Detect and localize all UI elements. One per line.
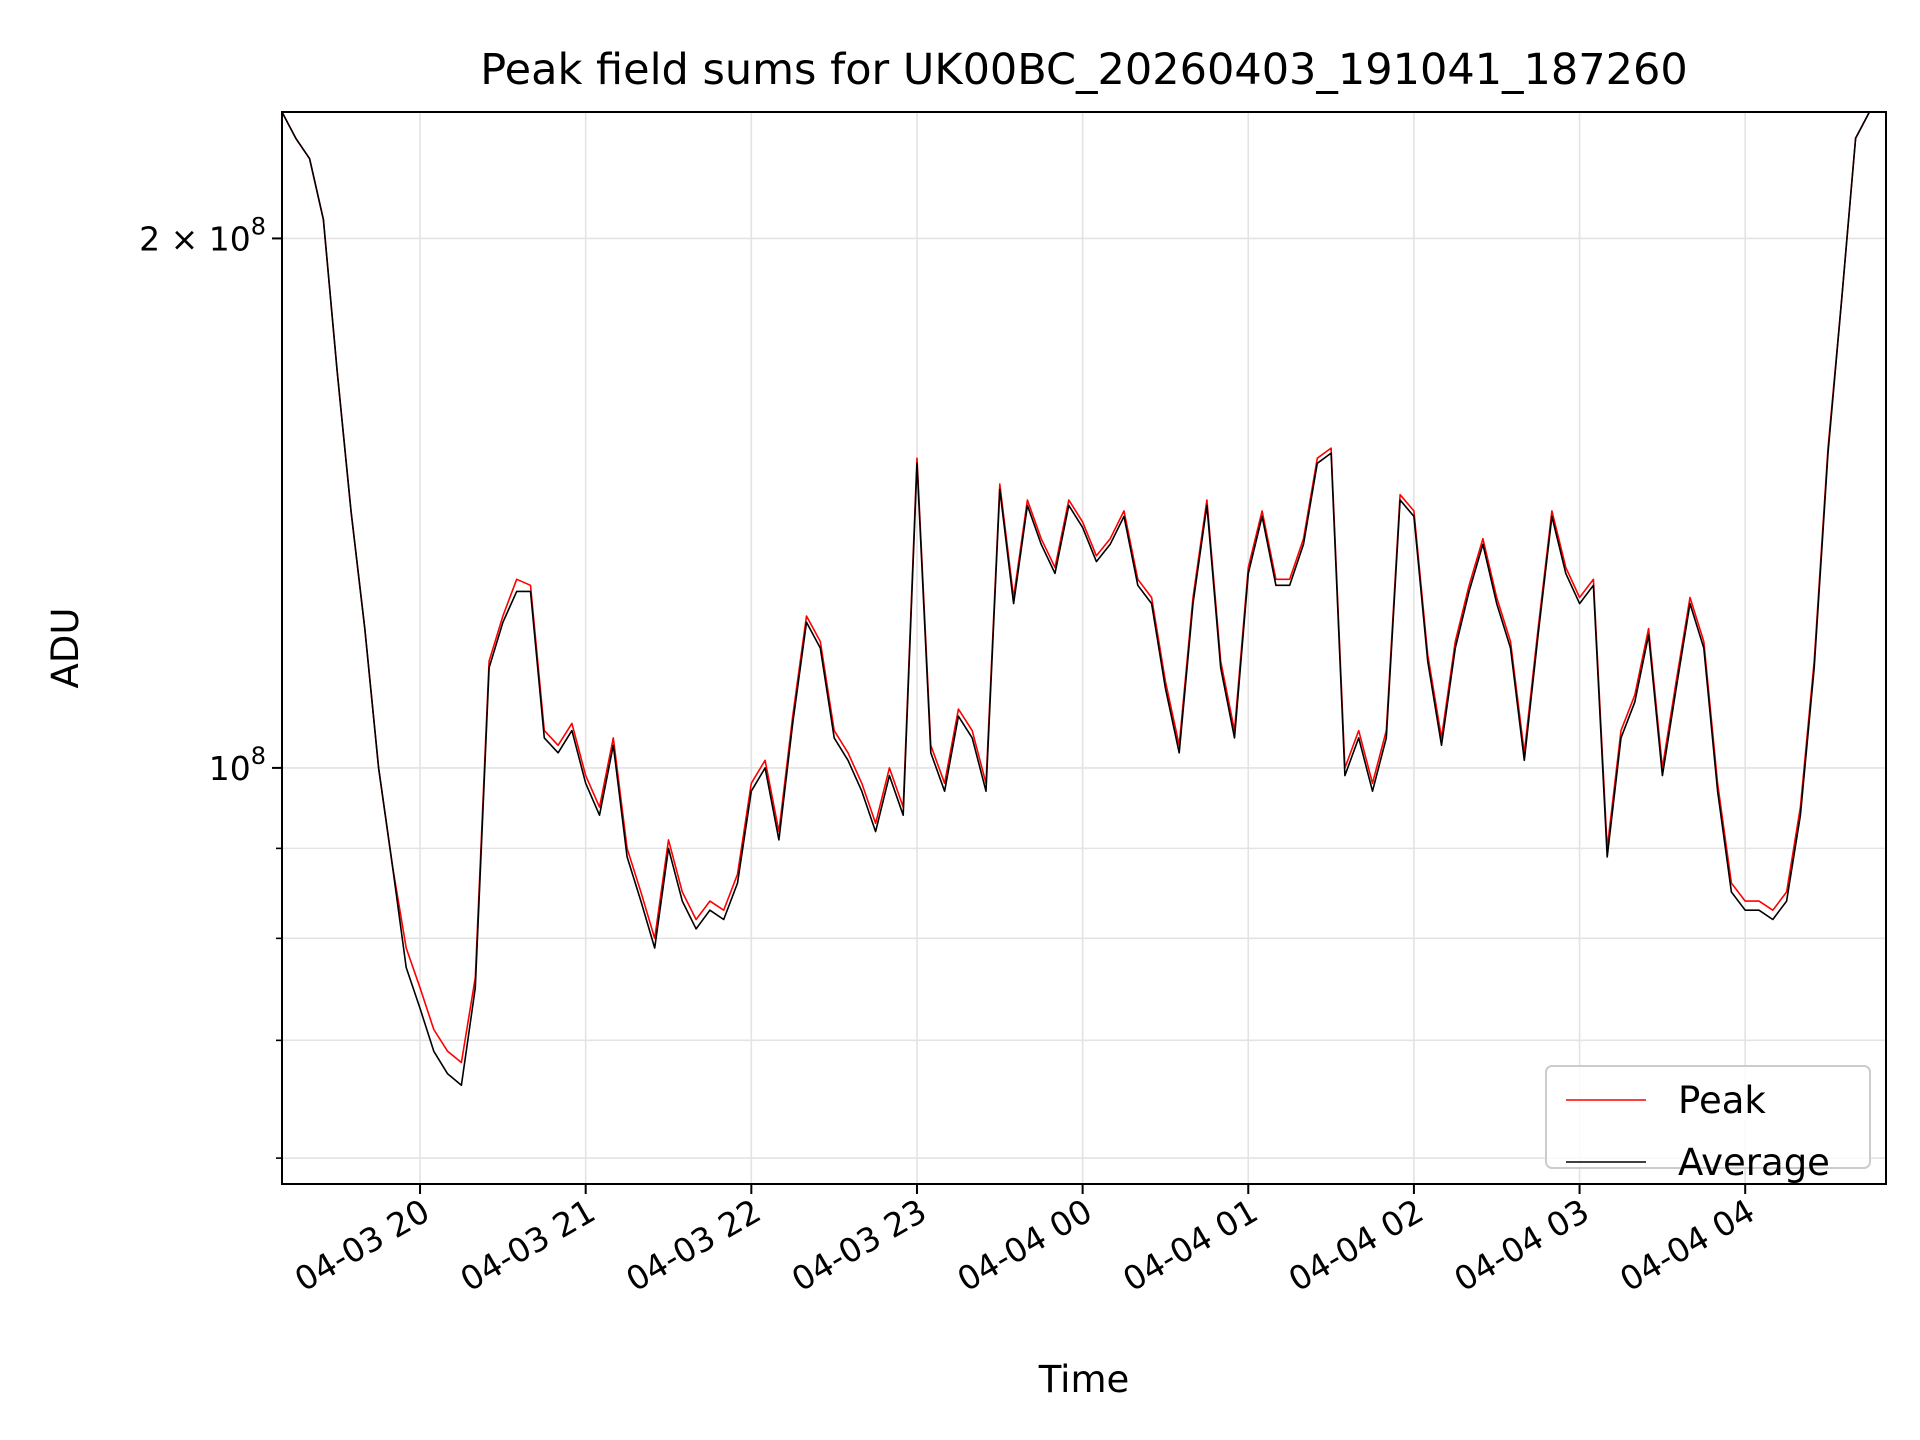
series-layer	[281, 111, 1884, 1087]
y-tick-label-base: 2 × 10	[139, 219, 251, 258]
legend-label-peak: Peak	[1678, 1079, 1766, 1122]
y-axis-label: ADU	[44, 608, 87, 689]
series-line-peak	[281, 111, 1884, 1064]
y-tick-label: 108	[209, 742, 266, 788]
plot-frame	[281, 111, 1887, 1185]
series-line-average	[281, 111, 1884, 1087]
legend-label-average: Average	[1678, 1141, 1830, 1184]
chart-title: Peak field sums for UK00BC_20260403_1910…	[480, 45, 1687, 95]
y-tick-label-exponent: 8	[251, 742, 266, 770]
y-tick-label-exponent: 8	[251, 212, 266, 240]
legend: Peak Average	[1545, 1065, 1871, 1184]
x-axis-label: Time	[1038, 1358, 1130, 1401]
legend-box	[1545, 1065, 1871, 1169]
y-tick-label: 2 × 108	[139, 212, 266, 258]
y-tick-label-base: 10	[209, 749, 251, 788]
